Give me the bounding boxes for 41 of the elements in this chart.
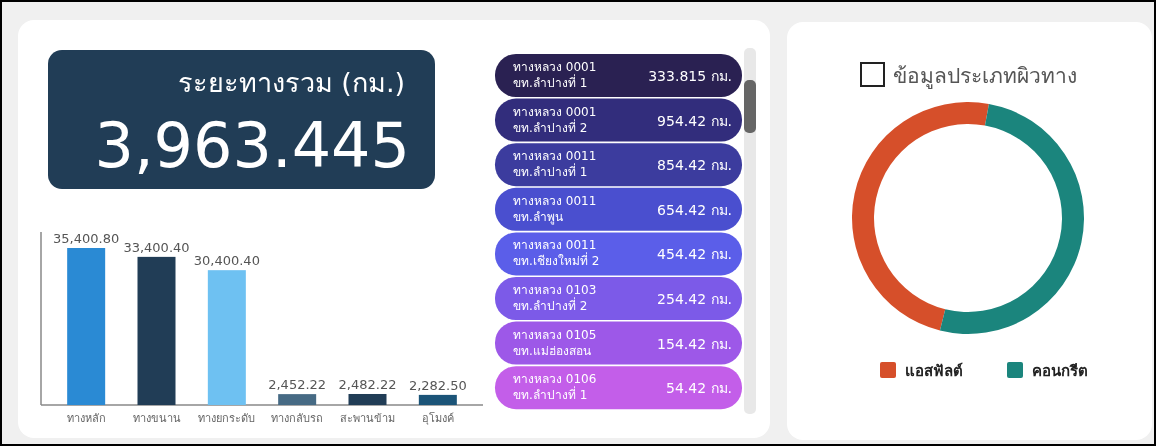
text: 154.42 กม.: [657, 335, 732, 352]
x-tick-label: ทางขนาน: [132, 412, 181, 425]
x-tick-label: อุโมงค์: [421, 411, 454, 425]
category-label: ทางหลวง 0011 ขท.ลำพูน: [513, 193, 597, 225]
bar: [348, 393, 387, 405]
x-tick-label: ทางหลัก: [66, 412, 106, 425]
data-label: 2,452.22: [268, 377, 327, 393]
donut-slice: [939, 103, 1084, 334]
data-label: 2,282.50: [408, 377, 467, 393]
legend-label: แอสฟัลต์: [905, 362, 963, 380]
chart-title: ข้อมูลประเภทผิวทาง: [893, 64, 1077, 89]
x-tick-label: ทางยกระดับ: [198, 412, 256, 425]
data-label: 30,400.40: [193, 253, 260, 269]
x-tick-label: ทางกลับรถ: [271, 412, 324, 425]
text: 254.42 กม.: [657, 291, 732, 307]
bar: [207, 270, 246, 405]
text: 333.815 กม.: [648, 68, 732, 84]
data-label: 35,400.80: [53, 231, 120, 246]
data-label: 2,482.22: [338, 376, 397, 392]
bar: [137, 256, 176, 405]
text: 954.42 กม.: [657, 112, 732, 129]
text: 3,963.445: [94, 109, 410, 182]
bar: [418, 394, 457, 405]
bar: [67, 248, 106, 405]
category-label: ทางหลวง 0001 ขท.ลำปางที่ 2: [513, 104, 597, 135]
category-label: ทางหลวง 0103 ขท.ลำปางที่ 2: [513, 283, 597, 313]
category-label: ทางหลวง 0011 ขท.ลำปางที่ 1: [513, 149, 597, 180]
text: 654.42 กม.: [657, 201, 732, 218]
category-label: ทางหลวง 0106 ขท.ลำปางที่ 1: [513, 372, 597, 403]
text: 454.42 กม.: [657, 246, 732, 263]
data-label: 33,400.40: [123, 239, 190, 255]
text: 54.42 กม.: [666, 380, 732, 397]
text: ระยะทางรวม (กม.): [177, 67, 405, 98]
x-tick-label: สะพานข้าม: [340, 412, 395, 425]
category-label: ทางหลวง 0001 ขท.ลำปางที่ 1: [513, 60, 597, 90]
bar: [278, 394, 317, 405]
donut-slice: [852, 102, 989, 331]
category-label: ทางหลวง 0105 ขท.แม่ฮ่องสอน: [513, 327, 597, 358]
category-label: ทางหลวง 0011 ขท.เชียงใหม่ที่ 2: [513, 238, 600, 269]
legend-label: คอนกรีต: [1032, 362, 1088, 380]
text: 854.42 กม.: [657, 157, 732, 174]
